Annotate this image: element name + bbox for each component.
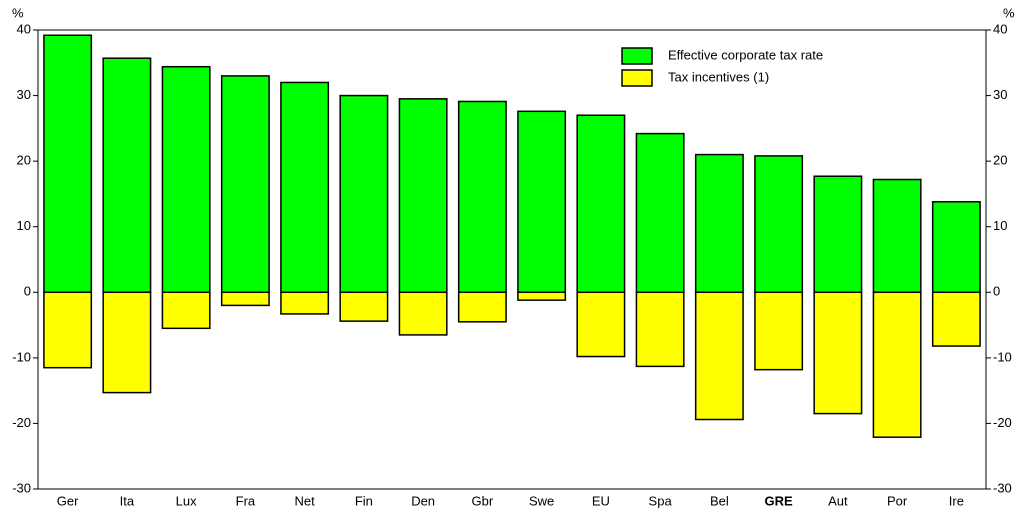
x-tick-label: GRE [765,493,794,508]
x-tick-label: EU [592,493,610,508]
y2-tick-label: -10 [993,349,1012,364]
bar [517,110,567,294]
bar [635,291,685,368]
bar [220,75,270,294]
x-tick-label: Lux [176,493,197,508]
bar [457,291,507,323]
y-tick-label: 20 [17,153,31,168]
bar [576,291,626,358]
x-tick-label: Fin [355,493,373,508]
legend-label: Tax incentives (1) [668,69,769,84]
bar [576,114,626,294]
bar [220,291,270,307]
bar [457,100,507,294]
bar [872,291,922,438]
x-tick-label: Fra [236,493,256,508]
bar [43,291,93,369]
y2-tick-label: -20 [993,415,1012,430]
x-tick-label: Den [411,493,435,508]
bar [754,291,804,371]
x-tick-label: Aut [828,493,848,508]
y2-tick-label: 0 [993,284,1000,299]
bar [398,291,448,336]
y2-tick-label: 10 [993,218,1007,233]
x-tick-label: Bel [710,493,729,508]
bar [398,98,448,294]
bar [280,291,330,315]
bar [813,175,863,294]
bar [931,291,981,347]
bar [280,81,330,294]
bar [339,94,389,294]
plot-frame [37,29,987,490]
y2-tick-label: 30 [993,87,1007,102]
x-tick-label: Spa [649,493,673,508]
y-axis-label: % [12,5,24,20]
bar [161,65,211,294]
y2-tick-label: 40 [993,21,1007,36]
bar [43,34,93,294]
bar [931,201,981,294]
x-tick-label: Ita [120,493,135,508]
legend-swatch [621,47,653,65]
bar [161,291,211,330]
bar [339,291,389,322]
x-tick-label: Gbr [472,493,494,508]
x-tick-label: Por [887,493,908,508]
bar [102,57,152,294]
bar [635,132,685,294]
bar [754,155,804,294]
bar [694,291,744,421]
y-tick-label: 0 [24,284,31,299]
bar [517,291,567,301]
bar [813,291,863,415]
y2-axis-label: % [1003,5,1015,20]
y-tick-label: -30 [12,480,31,495]
y-tick-label: -10 [12,349,31,364]
bar [102,291,152,394]
bar [694,153,744,294]
x-tick-label: Ire [949,493,964,508]
y-tick-label: 40 [17,21,31,36]
y2-tick-label: -30 [993,480,1012,495]
y-tick-label: -20 [12,415,31,430]
legend-swatch [621,69,653,87]
y-tick-label: 30 [17,87,31,102]
y-tick-label: 10 [17,218,31,233]
x-tick-label: Ger [57,493,79,508]
legend-label: Effective corporate tax rate [668,47,823,62]
bar [872,178,922,294]
x-tick-label: Net [295,493,316,508]
y2-tick-label: 20 [993,153,1007,168]
x-tick-label: Swe [529,493,554,508]
